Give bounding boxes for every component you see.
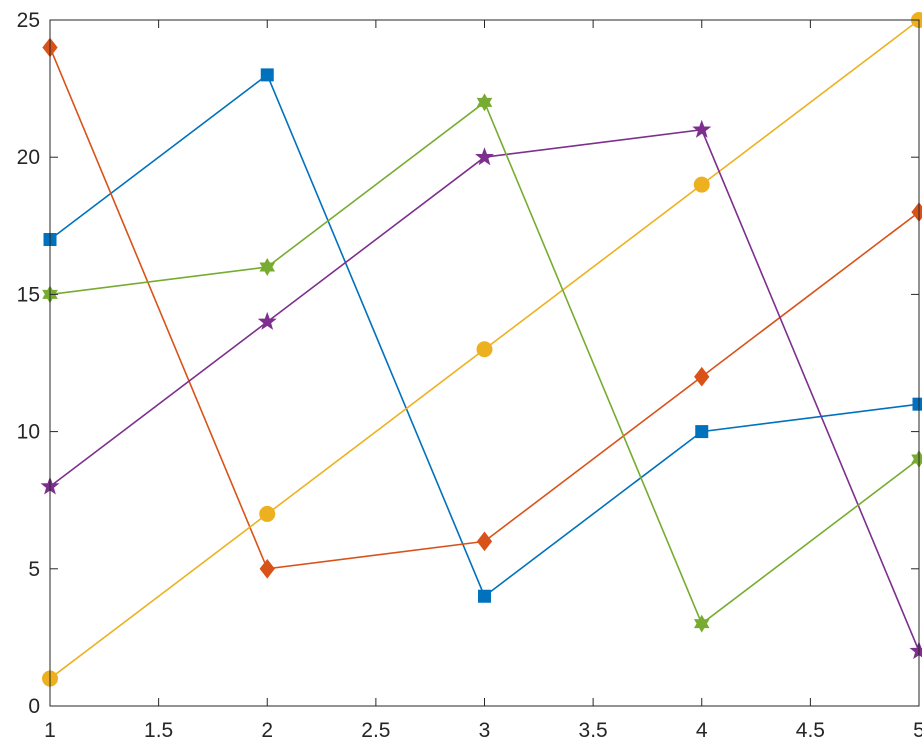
y-tick-label: 25 <box>17 9 40 32</box>
data-point <box>693 176 710 193</box>
data-point <box>257 311 277 330</box>
x-tick-label: 3 <box>479 719 491 742</box>
series-group <box>40 12 922 687</box>
data-point <box>476 93 493 112</box>
axes: 1 1.5 2 2.5 3 3.5 4 4.5 5 0 5 10 15 20 25 <box>17 9 922 742</box>
data-point <box>476 531 493 552</box>
y-tick-label: 15 <box>17 283 40 306</box>
x-tick-label: 5 <box>913 719 922 742</box>
data-point <box>912 397 922 411</box>
data-point <box>259 558 275 579</box>
y-tick-label: 20 <box>17 146 40 169</box>
y-tick-label: 10 <box>17 421 40 444</box>
x-tick-label: 3.5 <box>579 719 608 742</box>
y-tick-label: 5 <box>28 558 40 581</box>
x-tick-label: 2.5 <box>361 719 390 742</box>
data-point <box>475 147 494 166</box>
data-point <box>693 614 710 633</box>
x-tick-label: 1.5 <box>144 719 173 742</box>
data-point <box>259 505 276 522</box>
series-2 <box>42 37 922 579</box>
data-point <box>692 119 712 138</box>
data-point <box>478 589 491 603</box>
plot-area <box>50 20 919 706</box>
data-point <box>694 366 710 387</box>
x-tick-label: 1 <box>44 719 56 742</box>
data-point <box>260 68 274 82</box>
x-tick-label: 2 <box>261 719 273 742</box>
y-tick-label: 0 <box>28 695 40 718</box>
data-point <box>695 425 709 439</box>
data-point <box>476 341 493 358</box>
plot-background <box>50 20 919 706</box>
data-point <box>259 257 276 276</box>
x-tick-label: 4.5 <box>796 719 825 742</box>
x-tick-label: 4 <box>696 719 708 742</box>
